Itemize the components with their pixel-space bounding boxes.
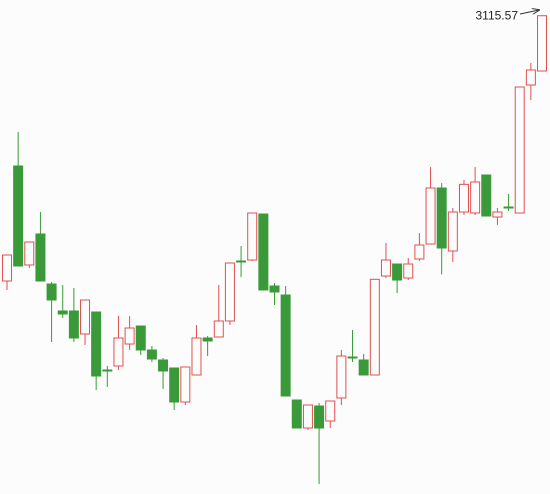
candle-body bbox=[447, 211, 458, 252]
candle-body bbox=[2, 254, 12, 282]
annotation-arrow bbox=[519, 10, 539, 15]
candle-body bbox=[258, 213, 269, 291]
candle-body bbox=[191, 337, 202, 376]
candle-body bbox=[537, 15, 547, 72]
candle-body bbox=[91, 311, 102, 377]
candle-body bbox=[525, 69, 536, 86]
candle-body bbox=[158, 359, 169, 372]
candle-body bbox=[202, 337, 213, 342]
candle-body bbox=[369, 278, 380, 376]
candle-body bbox=[102, 369, 113, 372]
candle-body bbox=[236, 260, 247, 263]
candle-body bbox=[113, 337, 124, 367]
candle-body bbox=[224, 262, 235, 322]
candle-body bbox=[458, 183, 469, 213]
candle-body bbox=[380, 259, 391, 277]
candle-body bbox=[269, 285, 280, 293]
high-annotation: 3115.57 bbox=[476, 9, 519, 23]
candle-body bbox=[403, 263, 414, 279]
candle-body bbox=[414, 244, 425, 260]
candle-body bbox=[492, 211, 503, 218]
candle-body bbox=[146, 349, 157, 360]
candle-body bbox=[46, 283, 57, 301]
candle-body bbox=[358, 359, 369, 376]
candle-body bbox=[35, 233, 46, 282]
candle-body bbox=[481, 174, 492, 217]
candle-body bbox=[336, 355, 347, 399]
candle-body bbox=[392, 263, 403, 281]
candle-body bbox=[325, 400, 336, 422]
candle-body bbox=[247, 212, 258, 261]
candle-body bbox=[470, 181, 481, 214]
candle-body bbox=[180, 366, 191, 403]
candle-body bbox=[302, 404, 313, 429]
candle-body bbox=[347, 356, 358, 359]
candle-body bbox=[280, 294, 291, 397]
candle-body bbox=[291, 399, 302, 429]
candle-body bbox=[124, 327, 135, 345]
candle-body bbox=[80, 299, 91, 335]
candle-body bbox=[13, 165, 24, 267]
candle-body bbox=[314, 405, 325, 429]
candle-body bbox=[24, 241, 35, 266]
candle-body bbox=[169, 367, 180, 403]
candle-body bbox=[514, 86, 525, 214]
candle-body bbox=[135, 325, 146, 351]
candle-body bbox=[68, 310, 79, 339]
candle-body bbox=[57, 310, 68, 315]
candle-body bbox=[436, 187, 447, 249]
candle-body bbox=[425, 187, 436, 245]
candle-body bbox=[213, 320, 224, 338]
candle-body bbox=[503, 206, 514, 209]
